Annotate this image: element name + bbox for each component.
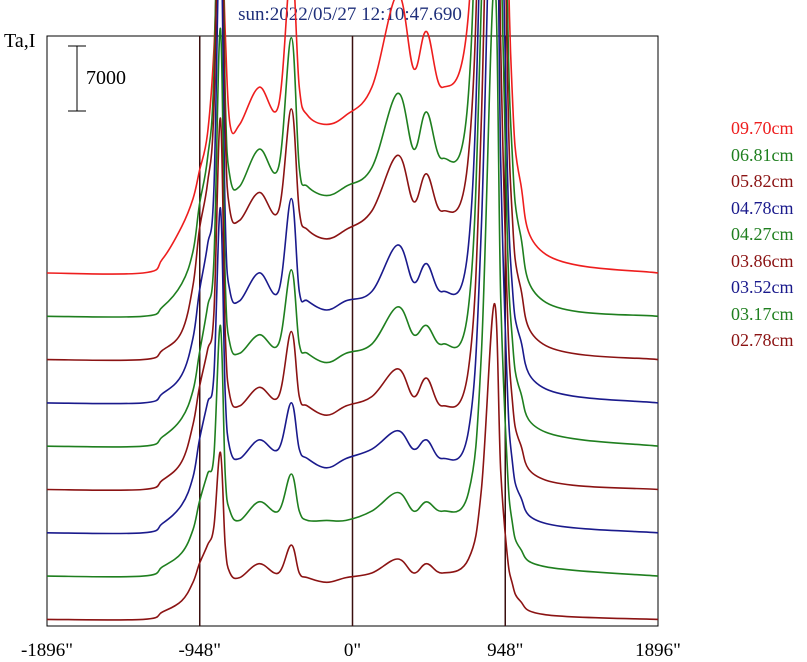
series-line-09-70cm <box>46 0 659 275</box>
legend-item: 05.82cm <box>731 171 794 191</box>
series-line-04-78cm <box>46 0 659 405</box>
legend-item: 03.86cm <box>731 250 794 271</box>
series-line-06-81cm <box>46 0 659 318</box>
scale-bar-label: 7000 <box>86 67 126 89</box>
x-tick-labels: -1896" -948" 0" 948" 1896" <box>21 640 681 661</box>
x-tick-label: 1896" <box>635 640 681 661</box>
vertical-markers <box>199 36 506 626</box>
legend-item: 09.70cm <box>731 118 794 138</box>
x-tick-label: 0" <box>344 640 361 661</box>
series-line-05-82cm <box>46 0 659 362</box>
series-group <box>46 0 659 621</box>
legend-item: 02.78cm <box>731 330 794 350</box>
x-tick-label: -1896" <box>21 640 73 661</box>
legend-item: 04.78cm <box>731 197 794 218</box>
x-tick-label: -948" <box>178 640 221 661</box>
legend-item: 06.81cm <box>731 144 794 165</box>
y-axis-label: Ta,I <box>4 30 36 52</box>
series-line-03-17cm <box>46 0 659 578</box>
legend-item: 03.17cm <box>731 303 794 324</box>
series-line-02-78cm <box>46 302 659 621</box>
series-line-03-86cm <box>46 0 659 492</box>
series-line-04-27cm <box>46 0 659 448</box>
x-tick-label: 948" <box>487 640 523 661</box>
legend-item: 04.27cm <box>731 224 794 244</box>
series-line-03-52cm <box>46 0 659 535</box>
legend-item: 03.52cm <box>731 277 794 297</box>
scale-bar: 7000 <box>68 45 126 112</box>
